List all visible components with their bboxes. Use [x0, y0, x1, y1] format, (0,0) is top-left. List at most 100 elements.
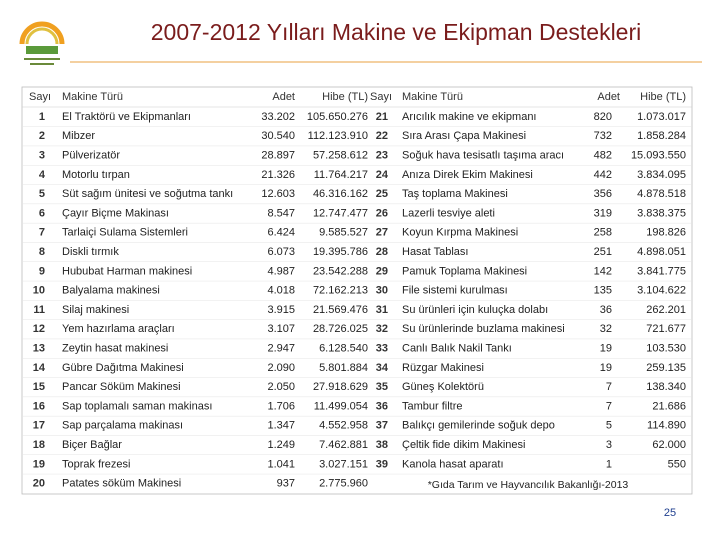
machine-type: Pancar Söküm Makinesi: [62, 381, 181, 393]
count: 19: [600, 362, 612, 374]
title: 2007-2012 Yılları Makine ve Ekipman Dest…: [151, 19, 642, 45]
count: 482: [594, 150, 612, 162]
machine-type: Lazerli tesviye aleti: [402, 207, 495, 219]
count: 937: [277, 478, 295, 490]
grant-amount: 138.340: [646, 381, 686, 393]
row-number: 36: [376, 400, 388, 412]
row-number: 18: [33, 439, 45, 451]
row-number: 1: [39, 111, 45, 123]
count: 8.547: [267, 207, 295, 219]
grant-amount: 19.395.786: [313, 246, 368, 258]
grant-amount: 259.135: [646, 362, 686, 374]
row-number: 6: [39, 207, 45, 219]
count: 7: [606, 381, 612, 393]
count: 30.540: [261, 130, 295, 142]
grant-amount: 6.128.540: [319, 343, 368, 355]
row-number: 16: [33, 400, 45, 412]
machine-type: Diskli tırmık: [62, 246, 119, 258]
grant-amount: 72.162.213: [313, 285, 368, 297]
machine-type: Balyalama makinesi: [62, 285, 160, 297]
count: 1.347: [267, 420, 295, 432]
count: 3.915: [267, 304, 295, 316]
machine-type: Yem hazırlama araçları: [62, 323, 175, 335]
grant-amount: 11.764.217: [314, 169, 368, 181]
grant-amount: 1.073.017: [637, 111, 686, 123]
grant-amount: 15.093.550: [631, 150, 686, 162]
grant-amount: 28.726.025: [313, 323, 368, 335]
row-number: 26: [376, 207, 388, 219]
machine-type: Tambur filtre: [402, 400, 463, 412]
machine-type: Silaj makinesi: [62, 304, 129, 316]
row-number: 19: [33, 458, 45, 470]
machine-type: Süt sağım ünitesi ve soğutma tankı: [62, 188, 233, 200]
grant-amount: 3.104.622: [637, 285, 686, 297]
count: 356: [594, 188, 612, 200]
row-number: 9: [39, 265, 45, 277]
row-number: 7: [39, 227, 45, 239]
logo: [19, 21, 65, 65]
grant-amount: 9.585.527: [319, 227, 368, 239]
count: 6.424: [267, 227, 295, 239]
machine-type: Mibzer: [62, 130, 95, 142]
count: 3.107: [267, 323, 295, 335]
machine-type: Tarlaiçi Sulama Sistemleri: [62, 227, 188, 239]
row-number: 29: [376, 265, 388, 277]
machine-type: File sistemi kurulması: [402, 285, 508, 297]
machine-type: Soğuk hava tesisatlı taşıma aracı: [402, 150, 564, 162]
machine-type: Canlı Balık Nakil Tankı: [402, 343, 512, 355]
grant-amount: 198.826: [646, 227, 686, 239]
row-number: 38: [376, 439, 388, 451]
machine-type: Çeltik fide dikim Makinesi: [402, 439, 525, 451]
machine-type: Sıra Arası Çapa Makinesi: [402, 130, 526, 142]
grant-amount: 3.834.095: [637, 169, 686, 181]
grant-amount: 23.542.288: [313, 265, 368, 277]
grant-amount: 114.890: [647, 420, 686, 432]
column-header: Hibe (TL): [640, 91, 686, 103]
table-border: [21, 86, 693, 495]
grant-amount: 550: [668, 458, 686, 470]
grant-amount: 12.747.477: [313, 207, 368, 219]
count: 820: [594, 111, 612, 123]
row-number: 5: [39, 188, 45, 200]
row-number: 17: [33, 420, 45, 432]
row-number: 3: [39, 150, 45, 162]
machine-type: Sap parçalama makinası: [62, 420, 183, 432]
row-number: 35: [376, 381, 388, 393]
machine-type: El Traktörü ve Ekipmanları: [62, 111, 191, 123]
count: 7: [606, 400, 612, 412]
row-number: 24: [376, 169, 389, 181]
machine-type: Hasat Tablası: [402, 246, 468, 258]
count: 251: [594, 246, 612, 258]
count: 1.041: [267, 458, 295, 470]
row-number: 27: [376, 227, 388, 239]
grant-amount: 3.027.151: [319, 458, 368, 470]
machine-type: Toprak frezesi: [62, 458, 130, 470]
grant-amount: 103.530: [646, 343, 686, 355]
table: Sayı Makine Türü Adet Hibe (TL) Sayı Makine T…: [22, 91, 692, 490]
column-header: Hibe (TL): [322, 91, 368, 103]
row-number: 30: [376, 285, 388, 297]
machine-type: Su ürünleri için kuluçka dolabı: [402, 304, 548, 316]
column-header: Sayı: [29, 91, 51, 103]
count: 1.249: [267, 439, 295, 451]
count: 2.050: [267, 381, 295, 393]
count: 6.073: [267, 246, 295, 258]
count: 258: [594, 227, 612, 239]
machine-type: Hububat Harman makinesi: [62, 265, 192, 277]
row-number: 25: [376, 188, 388, 200]
grant-amount: 3.838.375: [637, 207, 686, 219]
column-header: Adet: [272, 91, 295, 103]
grant-amount: 5.801.884: [319, 362, 368, 374]
grant-amount: 21.686: [652, 400, 686, 412]
grant-amount: 262.201: [646, 304, 686, 316]
row-number: 2: [39, 130, 45, 142]
row-number: 37: [376, 420, 388, 432]
count: 2.090: [267, 362, 295, 374]
count: 12.603: [261, 188, 295, 200]
row-number: 20: [33, 478, 45, 490]
machine-type: Sap toplamalı saman makinası: [62, 400, 212, 412]
grant-amount: 4.878.518: [637, 188, 686, 200]
column-header: Makine Türü: [402, 91, 463, 103]
machine-type: Pamuk Toplama Makinesi: [402, 265, 527, 277]
